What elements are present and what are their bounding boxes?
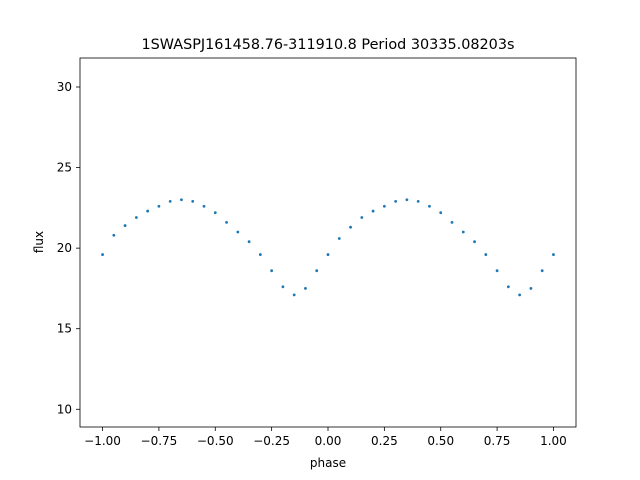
data-point [349, 225, 352, 229]
data-point [506, 285, 510, 289]
data-point [473, 240, 476, 244]
data-point [495, 269, 499, 273]
data-point [191, 200, 195, 203]
data-point [202, 204, 206, 208]
data-point [552, 253, 555, 256]
y-tick-label: 30 [57, 80, 72, 94]
y-tick-label: 10 [57, 402, 72, 416]
x-tick-label: 0.75 [484, 434, 511, 448]
data-point [213, 211, 217, 215]
data-point [337, 237, 341, 240]
data-point [123, 224, 127, 227]
data-point [326, 253, 330, 256]
data-point [461, 230, 465, 234]
data-point [270, 269, 274, 273]
plot-frame [79, 57, 577, 428]
x-tick-label: −1.00 [84, 434, 121, 448]
data-point [225, 220, 228, 224]
x-tick-label: −0.75 [141, 434, 178, 448]
x-tick-label: 1.00 [540, 434, 567, 448]
data-point [382, 204, 386, 208]
data-point [405, 198, 409, 202]
x-tick-label: 0.00 [315, 434, 342, 448]
data-point [416, 200, 420, 203]
data-point [304, 287, 307, 290]
data-point [247, 240, 251, 244]
data-point [529, 287, 533, 290]
data-point [112, 233, 116, 237]
data-point [450, 220, 454, 224]
data-point [360, 216, 364, 219]
data-point [157, 204, 161, 208]
data-point [146, 209, 150, 213]
data-point [394, 200, 398, 203]
data-point [428, 204, 431, 208]
data-point [439, 211, 443, 215]
y-tick-label: 15 [57, 322, 72, 336]
x-tick-label: −0.25 [253, 434, 290, 448]
scatter-points [101, 198, 555, 297]
data-point [101, 253, 104, 256]
data-point [168, 200, 172, 203]
data-point [236, 230, 240, 234]
chart-title: 1SWASPJ161458.76-311910.8 Period 30335.0… [142, 37, 515, 53]
x-axis-label: phase [310, 456, 346, 470]
data-point [371, 209, 375, 213]
x-tick-label: −0.50 [197, 434, 234, 448]
data-point [484, 253, 488, 256]
y-axis-label: flux [32, 231, 46, 253]
y-tick-label: 20 [57, 241, 72, 255]
data-point [180, 198, 183, 202]
y-tick-label: 25 [57, 161, 72, 175]
data-point [315, 269, 319, 273]
data-point [134, 216, 138, 219]
data-point [540, 269, 544, 273]
x-tick-label: 0.25 [371, 434, 398, 448]
data-point [518, 293, 522, 297]
x-tick-label: 0.50 [427, 434, 454, 448]
data-point [281, 285, 285, 289]
data-point [292, 293, 296, 297]
x-axis: −1.00 −0.75 −0.50 −0.25 0.00 0.25 0.50 0.75 1.00 [84, 427, 567, 448]
data-point [258, 253, 262, 256]
y-axis: 10 15 20 25 30 [57, 80, 80, 416]
